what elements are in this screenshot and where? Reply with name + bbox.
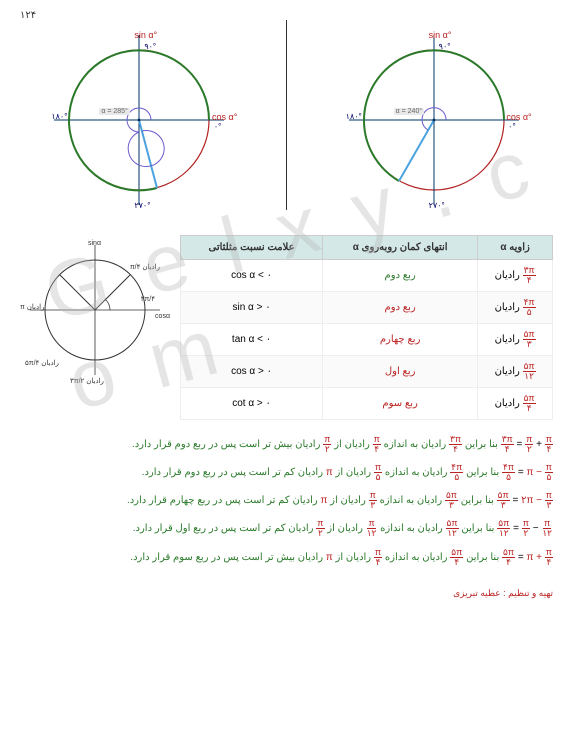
th-angle: زاویه α	[478, 236, 553, 260]
deg-90: ۹٠°	[439, 42, 451, 51]
explanation-lines: ۳π۴ = π۲ + π۴ بنا براین ۳π۴ رادیان به ان…	[20, 435, 553, 568]
cos-label: cos α°	[212, 112, 237, 122]
table-row: ۵π۳ رادیانربع چهارمtan α < ٠	[181, 324, 553, 356]
deg-0: ٠°	[214, 122, 222, 131]
th-quad: انتهای کمان روبه‌روی α	[323, 236, 478, 260]
table-row: ۴π۵ رادیانربع دومsin α > ٠	[181, 292, 553, 324]
lbl-3pi4: ۳π/۴	[141, 295, 155, 303]
deg-0: ٠°	[508, 122, 516, 131]
lbl-3pi2: ۳π/۲ رادیان	[70, 377, 104, 385]
page-number: ۱۲۴	[20, 10, 36, 21]
lbl-5pi4: ۵π/۴ رادیان	[25, 359, 59, 367]
lbl-pi4: π/۴ رادیان	[130, 263, 160, 271]
table-row: ۵π۱۲ رادیانربع اولcos α > ٠	[181, 356, 553, 388]
lbl-pi: π رادیان	[20, 303, 44, 311]
explain-line: ۵π۱۲ = π۲ − π۱۲ بنا براین ۵π۱۲ رادیان به…	[20, 519, 553, 539]
small-circle: sinα cosα π/۴ رادیان ۳π/۴ π رادیان ۳π/۲ …	[20, 235, 170, 385]
deg-180: ۱۸٠°	[346, 112, 362, 121]
explain-line: ۳π۴ = π۲ + π۴ بنا براین ۳π۴ رادیان به ان…	[20, 435, 553, 455]
explain-line: ۵π۴ = π + π۴ بنا براین ۵π۴ رادیان به اند…	[20, 548, 553, 568]
divider	[286, 20, 287, 210]
deg-270: ۲۷٠°	[134, 201, 150, 210]
table-row: ۳π۴ رادیانربع دومcos α < ٠	[181, 260, 553, 292]
unit-circles: sin α° cos α° ۹٠° ۱۸٠° ۲۷٠° ٠° α = 285° …	[20, 20, 553, 220]
mid-section: زاویه α انتهای کمان روبه‌روی α علامت نسب…	[20, 235, 553, 420]
sin-label: sin α°	[429, 30, 452, 40]
quadrant-table: زاویه α انتهای کمان روبه‌روی α علامت نسب…	[180, 235, 553, 420]
explain-line: ۵π۳ = ۲π − π۳ بنا براین ۵π۳ رادیان به ان…	[20, 491, 553, 511]
circle-right: sin α° cos α° ۹٠° ۱۸٠° ۲۷٠° ٠° α = 240°	[334, 20, 534, 220]
deg-270: ۲۷٠°	[429, 201, 445, 210]
lbl-cos: cosα	[155, 313, 170, 320]
circle-left: sin α° cos α° ۹٠° ۱۸٠° ۲۷٠° ٠° α = 285°	[39, 20, 239, 220]
deg-90: ۹٠°	[144, 42, 156, 51]
footer: تهیه و تنظیم : عطیه تبریزی	[20, 588, 553, 599]
lbl-sin: sinα	[88, 240, 101, 247]
sin-label: sin α°	[134, 30, 157, 40]
deg-180: ۱۸٠°	[51, 112, 67, 121]
angle-value: α = 285°	[99, 108, 130, 115]
explain-line: ۴π۵ = π − π۵ بنا براین ۴π۵ رادیان به اند…	[20, 463, 553, 483]
table-row: ۵π۴ رادیانربع سومcot α > ٠	[181, 388, 553, 420]
th-trig: علامت نسبت مثلثاتی	[181, 236, 323, 260]
angle-value: α = 240°	[394, 108, 425, 115]
cos-label: cos α°	[506, 112, 531, 122]
